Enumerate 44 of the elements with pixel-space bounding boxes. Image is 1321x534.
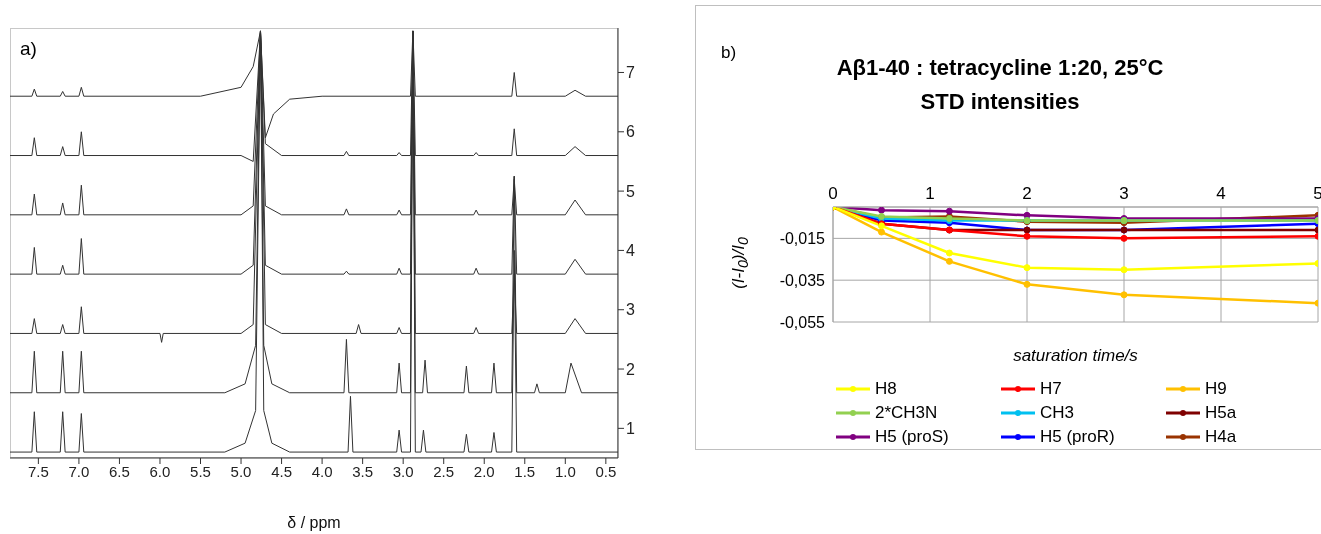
legend-label: H7 [1040,378,1062,398]
x-tick-label: 2.0 [473,462,495,480]
x-tick-label: 1.5 [514,462,536,480]
y-tick-label: -0,015 [779,230,826,248]
x-tick-label: 6.0 [149,462,171,480]
chart-subtitle: STD intensities [920,89,1080,114]
y-tick-label: 7 [626,64,635,82]
y-tick-label: -0,035 [779,271,826,289]
x-tick-label: 4.0 [311,462,333,480]
y-tick-label: 2 [626,360,635,378]
x-tick-label: 1 [925,184,935,203]
chart-title: Aβ1-40 : tetracycline 1:20, 25°C [836,55,1164,80]
x-tick-label: 2.5 [433,462,455,480]
text: b) [721,43,737,63]
legend-label: 2*CH3N [875,402,938,422]
legend-label: H5a [1205,402,1237,422]
x-tick-label: 6.5 [109,462,130,480]
x-tick-label: 2 [1022,184,1032,203]
legend-label: H5 (proS) [875,426,949,446]
legend-label: H4a [1205,426,1237,446]
x-tick-label: 7.0 [68,462,90,480]
legend-label: H9 [1205,378,1227,398]
y-tick-label: 4 [626,242,635,260]
x-tick-label: 3 [1119,184,1129,203]
x-tick-label: 0 [828,184,838,203]
x-axis-title: saturation time/s [1013,346,1138,365]
y-tick-label: -0,055 [779,313,826,331]
x-tick-label: 7.5 [27,462,49,480]
x-tick-label: 4.5 [271,462,292,480]
x-tick-label: 4 [1216,184,1226,203]
x-tick-label: 3.0 [392,462,414,480]
x-tick-label: 1.0 [554,462,576,480]
x-tick-label: 5.0 [230,462,252,480]
x-tick-label: 3.5 [352,462,374,480]
y-tick-label: 3 [626,301,635,319]
y-tick-label: 6 [626,123,635,141]
legend-label: H5 (proR) [1040,426,1115,446]
annotation: a) [20,38,37,60]
y-tick-label: 1 [626,420,635,438]
x-axis-title: δ / ppm [287,514,341,531]
legend-label: H8 [875,378,897,398]
x-tick-label: 0.5 [595,462,617,480]
legend-label: CH3 [1040,402,1075,422]
x-tick-label: 5.5 [190,462,211,480]
